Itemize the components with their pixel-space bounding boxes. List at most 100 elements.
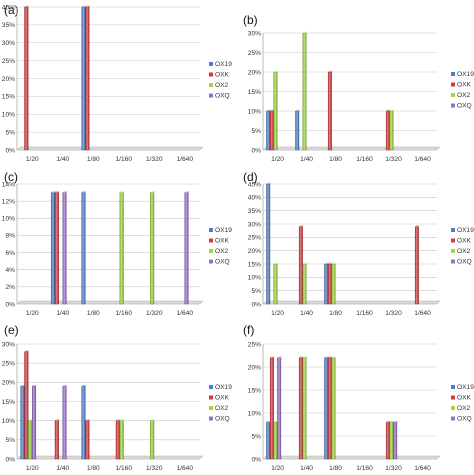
y-tick-label: 15% (248, 387, 261, 394)
y-tick-label: 10% (248, 108, 261, 115)
chart-floor (262, 146, 441, 151)
bar-oxk (24, 351, 29, 460)
legend-label: OXK (215, 72, 230, 79)
y-tick-label: 8% (5, 233, 15, 240)
y-tick-label: 14% (2, 181, 15, 188)
bar-ox19 (266, 110, 271, 151)
legend-label: OX19 (215, 227, 232, 234)
chart-floor (16, 146, 204, 151)
y-tick-label: 10% (2, 112, 15, 119)
legend-swatch (451, 228, 455, 232)
bar-top-oxk (386, 109, 391, 111)
y-tick-label: 30% (248, 30, 261, 37)
bar-top-oxq (62, 384, 68, 387)
legend-swatch (209, 395, 213, 400)
bar-ox2 (331, 263, 336, 305)
bar-top-oxk (386, 421, 391, 423)
y-tick-label: 30% (2, 40, 15, 47)
x-tick-label: 1/160 (115, 156, 132, 163)
x-tick-label: 1/320 (385, 310, 402, 317)
legend-swatch (451, 249, 455, 253)
bar-oxq (31, 385, 37, 460)
chart-floor (16, 300, 204, 305)
bar-ox2 (302, 263, 307, 305)
bar-top-ox19 (266, 182, 272, 184)
bar-oxk (414, 226, 419, 305)
y-tick-label: 10% (2, 216, 15, 223)
x-tick-label: 1/40 (300, 465, 313, 472)
legend-swatch (209, 93, 213, 98)
bar-oxk (385, 110, 390, 151)
bar-oxk (85, 6, 90, 151)
legend-label: OXK (215, 395, 230, 402)
legend-swatch (451, 385, 455, 389)
bar-oxk (115, 420, 120, 460)
bar-oxk (85, 420, 90, 460)
bar-ox19 (266, 422, 271, 460)
bar-oxq (393, 422, 398, 460)
legend-label: OX19 (215, 384, 232, 391)
bar-ox2 (119, 192, 124, 305)
x-tick-label: 1/160 (356, 156, 373, 163)
y-tick-label: 2% (5, 284, 15, 291)
bar-top-oxk (85, 419, 91, 421)
bar-top-oxk (116, 419, 121, 421)
bar-top-ox2 (119, 191, 125, 193)
legend-swatch (209, 83, 213, 87)
y-tick-label: 25% (2, 58, 15, 65)
legend-label: OX2 (215, 405, 229, 412)
bar-ox2 (389, 422, 394, 460)
y-tick-label: 35% (2, 22, 15, 29)
y-tick-label: 0% (5, 147, 15, 154)
y-tick-label: 25% (248, 235, 261, 242)
bar-top-oxq (393, 421, 399, 423)
y-tick-label: 5% (251, 288, 261, 295)
legend-label: OXQ (215, 259, 230, 266)
bar-ox19 (324, 263, 329, 305)
y-tick-label: 6% (5, 250, 15, 257)
bar-ox2 (150, 420, 155, 460)
chart-panel-c: (c) 0% 2% 4% 6% 8% 10% 12% 14% 1/20 1/40 1/80 1/160 1… (2, 170, 232, 317)
x-tick-label: 1/640 (176, 465, 193, 472)
y-tick-label: 0% (251, 456, 261, 463)
legend-swatch (451, 103, 455, 108)
y-tick-label: 5% (251, 128, 261, 135)
y-tick-label: 30% (2, 341, 15, 348)
bar-top-ox19 (81, 191, 87, 193)
bar-oxk (327, 263, 332, 305)
x-tick-label: 1/640 (176, 156, 193, 163)
bar-oxk (327, 71, 332, 151)
legend-label: OX2 (457, 92, 471, 99)
x-tick-label: 1/320 (146, 310, 163, 317)
x-tick-label: 1/640 (176, 310, 193, 317)
legend-label: OX19 (457, 384, 474, 391)
bar-top-oxk (328, 356, 333, 358)
bar-ox2 (150, 192, 155, 305)
bar-top-oxk (328, 262, 333, 264)
legend-label: OX19 (457, 227, 474, 234)
x-tick-label: 1/40 (56, 156, 69, 163)
bar-top-ox2 (119, 419, 125, 421)
bar-top-oxk (328, 70, 333, 72)
bar-ox19 (266, 183, 271, 305)
bar-ox2 (273, 422, 278, 460)
y-tick-label: 5% (251, 433, 261, 440)
legend-swatch (209, 72, 213, 77)
bar-ox2 (331, 357, 336, 460)
legend-swatch (209, 249, 213, 253)
legend-label: OXK (215, 238, 230, 245)
legend-swatch (209, 228, 213, 232)
x-tick-label: 1/40 (56, 465, 69, 472)
x-tick-label: 1/160 (356, 465, 373, 472)
bar-ox19 (20, 385, 25, 460)
bar-top-ox2 (150, 191, 156, 193)
x-tick-label: 1/80 (329, 310, 342, 317)
legend-swatch (209, 416, 213, 421)
x-tick-label: 1/20 (271, 465, 284, 472)
bar-oxk (24, 6, 29, 151)
bar-top-oxk (299, 356, 304, 358)
bar-top-ox2 (273, 70, 279, 72)
panel-label: (c) (4, 170, 18, 184)
bar-ox2 (28, 420, 33, 460)
chart-floor (262, 455, 441, 460)
